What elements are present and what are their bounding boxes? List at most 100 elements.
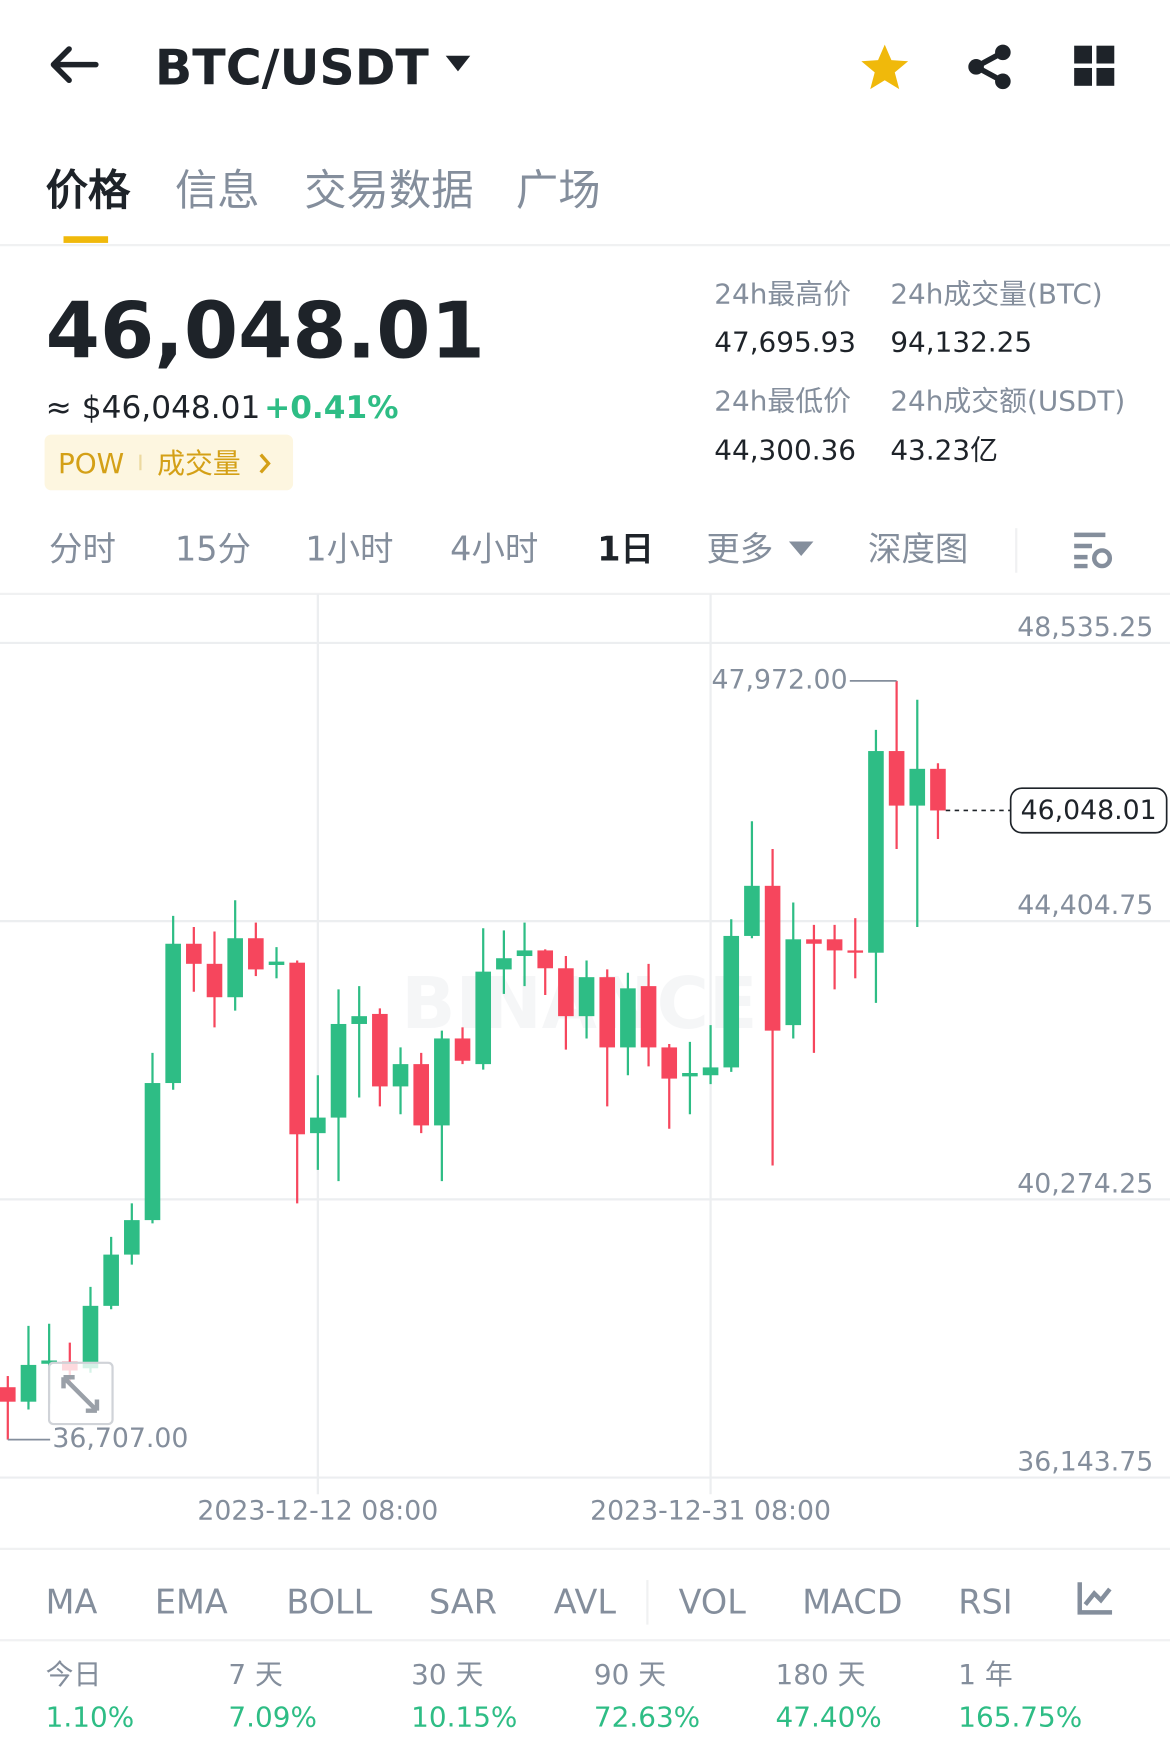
candle-body [868, 751, 884, 953]
candle-body [268, 961, 285, 965]
timeframe[interactable]: 1小时 [305, 530, 394, 570]
candle-body [206, 963, 223, 998]
stat-value: 44,300.36 [714, 434, 857, 467]
performance-value: 10.15% [411, 1700, 518, 1734]
candle-body [723, 935, 740, 1068]
tag-box[interactable] [44, 434, 294, 491]
separator [646, 1580, 649, 1625]
candle-body [516, 950, 533, 957]
timeframe[interactable]: 4小时 [450, 530, 539, 570]
divider [0, 592, 1170, 596]
annotation-label: 47,972.00 [712, 664, 848, 695]
candle-body [496, 958, 512, 970]
candle-body [806, 939, 822, 944]
stat-label: 24h成交量(BTC) [890, 278, 1103, 311]
candle-body [454, 1038, 471, 1061]
tab[interactable]: 信息 [174, 166, 260, 216]
performance-label: 7 天 [228, 1658, 283, 1691]
tab-indicator [63, 236, 109, 243]
tag: 成交量 [157, 447, 241, 480]
timeframe[interactable]: 1日 [597, 530, 654, 570]
performance-label: 180 天 [775, 1658, 866, 1691]
candle-body [82, 1305, 99, 1369]
pair-dropdown[interactable] [443, 53, 472, 73]
performance-value: 7.09% [228, 1700, 317, 1734]
stat-label: 24h成交额(USDT) [890, 384, 1126, 418]
tab[interactable]: 广场 [515, 166, 601, 216]
candle-body [372, 1013, 388, 1087]
performance-value: 47.40% [775, 1700, 882, 1734]
menu-grid[interactable] [1073, 45, 1118, 90]
candle-body [888, 751, 905, 806]
candle-body [413, 1064, 429, 1126]
indicator[interactable]: BOLL [286, 1583, 373, 1623]
favorite-star[interactable] [859, 42, 910, 91]
candle-body [640, 986, 657, 1048]
indicator[interactable]: RSI [958, 1583, 1013, 1623]
candle-body [930, 768, 946, 811]
indicator[interactable]: VOL [678, 1583, 746, 1623]
timeframe[interactable]: 深度图 [868, 530, 969, 570]
last-price-box [1009, 787, 1168, 834]
tag-chevron [259, 453, 271, 474]
candle-body [41, 1360, 57, 1364]
usd-price: ≈ $46,048.01 [45, 388, 261, 426]
indicator[interactable]: EMA [154, 1583, 228, 1623]
timeframe[interactable]: 分时 [49, 530, 116, 570]
candle-body [165, 943, 181, 1084]
back-button[interactable] [49, 45, 100, 85]
more-dropdown [788, 541, 814, 557]
candle-body [434, 1038, 450, 1126]
indicator[interactable]: AVL [553, 1583, 617, 1623]
performance-value: 72.63% [593, 1700, 701, 1734]
candle-body [682, 1073, 698, 1077]
candle-body [186, 943, 202, 964]
candle-body [537, 950, 554, 969]
performance-label: 90 天 [593, 1658, 667, 1691]
stat-value: 47,695.93 [714, 325, 857, 359]
indicator[interactable]: MACD [802, 1583, 903, 1623]
candle-body [351, 1016, 367, 1024]
separator [1015, 528, 1018, 573]
performance-label: 1 年 [958, 1658, 1013, 1691]
candle-body [330, 1023, 347, 1118]
timeframe[interactable]: 更多 [706, 530, 774, 570]
expand-button[interactable] [47, 1361, 115, 1427]
y-tick-label: 40,274.25 [1017, 1168, 1153, 1199]
last-price-label: 46,048.01 [1021, 795, 1157, 826]
candle-body [702, 1067, 719, 1076]
chart-settings[interactable] [1072, 530, 1114, 570]
x-tick-label: 2023-12-31 08:00 [590, 1496, 831, 1527]
y-tick-label: 44,404.75 [1017, 890, 1153, 921]
candle-body [0, 1387, 16, 1402]
candlestick-chart: BINANCE48,535.2544,404.7540,274.2536,143… [0, 593, 1170, 1527]
performance-value: 1.10% [45, 1700, 135, 1734]
candle-body [744, 885, 760, 936]
indicator[interactable]: SAR [429, 1583, 497, 1623]
share-button[interactable] [965, 42, 1014, 91]
divider [0, 1639, 1170, 1642]
candle-body [124, 1220, 140, 1255]
candle-body [20, 1364, 37, 1402]
price-change: +0.41% [264, 388, 399, 426]
tab[interactable]: 价格 [45, 166, 131, 216]
y-tick-label: 48,535.25 [1017, 612, 1153, 643]
indicator-settings[interactable] [1076, 1580, 1114, 1616]
candle-body [475, 971, 492, 1065]
indicator[interactable]: MA [45, 1583, 98, 1623]
candle-body [909, 768, 926, 806]
candle-body [578, 977, 595, 1017]
y-tick-label: 36,143.75 [1017, 1447, 1153, 1478]
divider [0, 244, 1170, 247]
pair-title[interactable]: BTC/USDT [154, 40, 429, 97]
candle-body [103, 1254, 119, 1306]
candle-body [620, 988, 636, 1048]
performance-label: 今日 [45, 1658, 102, 1691]
candle-body [764, 885, 781, 1031]
tab[interactable]: 交易数据 [304, 166, 474, 216]
candle-body [661, 1047, 678, 1079]
candle-body [558, 968, 574, 1017]
candle-body [227, 938, 243, 998]
timeframe[interactable]: 15分 [174, 530, 251, 570]
